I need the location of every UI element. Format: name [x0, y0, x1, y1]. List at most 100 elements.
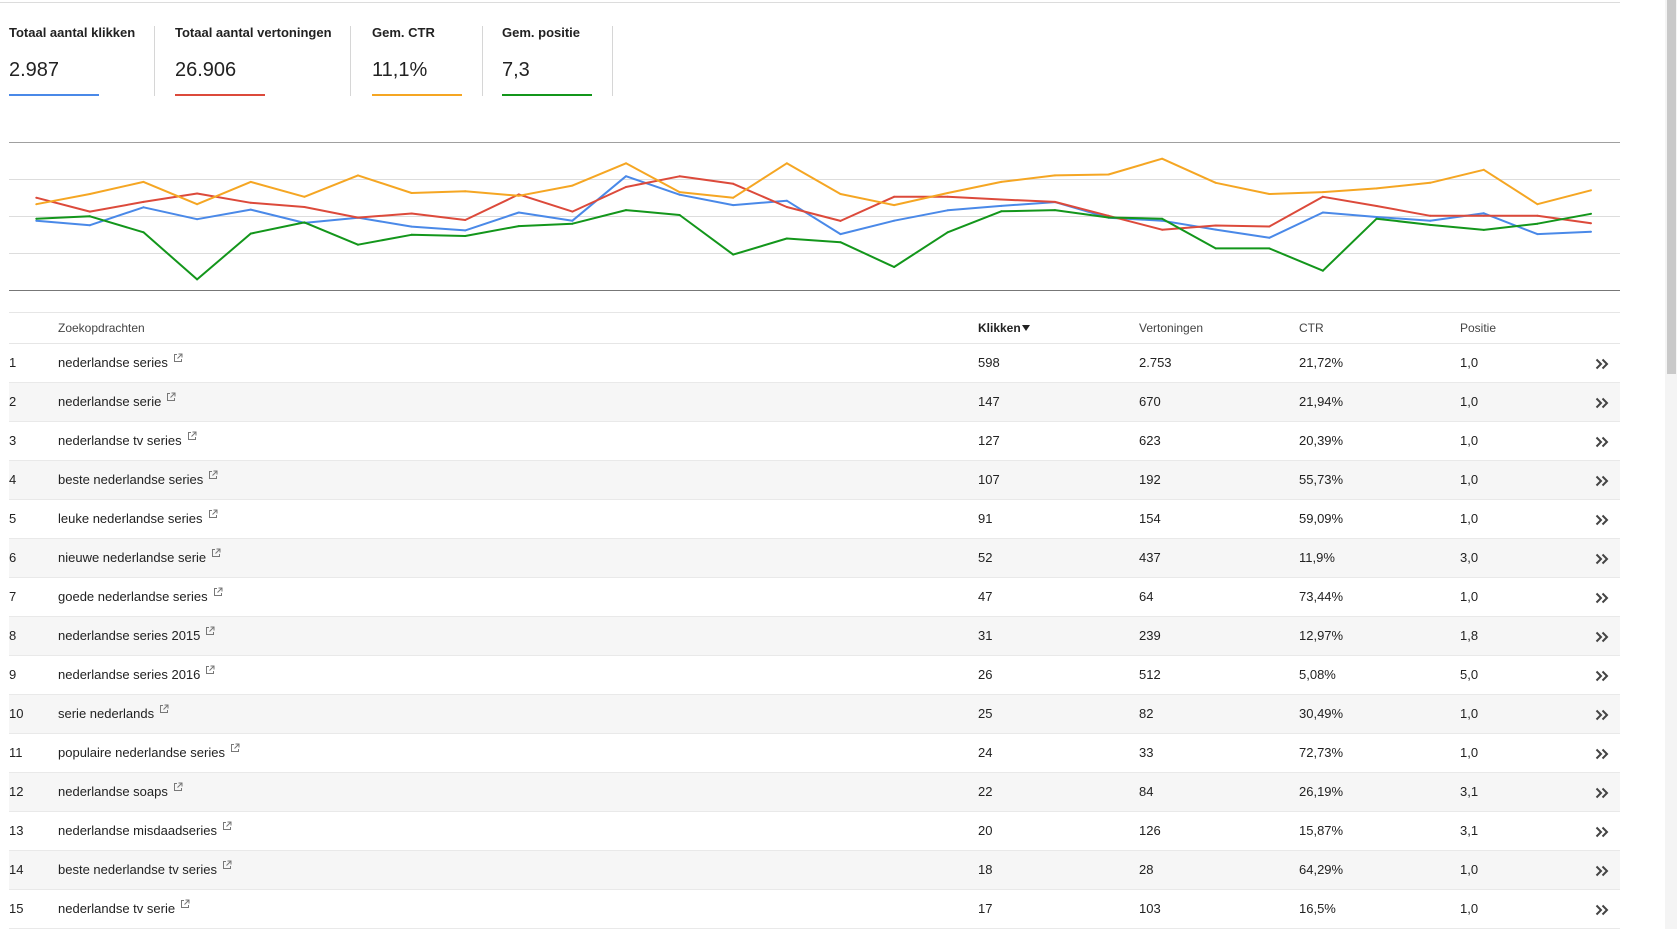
- metric-value: 26.906: [175, 59, 237, 81]
- table-row[interactable]: 7 goede nederlandse series 47 64 73,44% …: [9, 578, 1620, 617]
- external-link-icon[interactable]: [222, 821, 232, 831]
- column-header-ctr[interactable]: CTR: [1299, 321, 1324, 335]
- external-link-icon[interactable]: [187, 431, 197, 441]
- table-row[interactable]: 2 nederlandse serie 147 670 21,94% 1,0: [9, 383, 1620, 422]
- table-row[interactable]: 5 leuke nederlandse series 91 154 59,09%…: [9, 500, 1620, 539]
- double-chevron-right-icon[interactable]: [1595, 748, 1609, 760]
- impressions-point: [678, 175, 681, 178]
- query-text[interactable]: nederlandse tv series: [58, 433, 182, 448]
- external-link-icon[interactable]: [173, 353, 183, 363]
- external-link-icon[interactable]: [205, 665, 215, 675]
- metric-card-clicks[interactable]: Totaal aantal klikken 2.987: [9, 0, 149, 100]
- metric-divider: [350, 26, 351, 96]
- external-link-icon[interactable]: [159, 704, 169, 714]
- double-chevron-right-icon[interactable]: [1595, 514, 1609, 526]
- table-row[interactable]: 15 nederlandse tv serie 17 103 16,5% 1,0: [9, 890, 1620, 929]
- impressions-cell: 103: [1139, 901, 1161, 916]
- metric-card-ctr[interactable]: Gem. CTR 11,1%: [372, 0, 477, 100]
- column-header-query[interactable]: Zoekopdrachten: [58, 321, 145, 335]
- metric-card-impressions[interactable]: Totaal aantal vertoningen 26.906: [175, 0, 345, 100]
- ctr-cell: 59,09%: [1299, 511, 1344, 526]
- impressions-point: [946, 195, 949, 198]
- position-point: [678, 214, 681, 216]
- query-cell: nederlandse tv series: [58, 422, 197, 460]
- clicks-point: [1000, 204, 1003, 207]
- table-row[interactable]: 9 nederlandse series 2016 26 512 5,08% 5…: [9, 656, 1620, 695]
- clicks-point: [1161, 219, 1164, 222]
- impressions-cell: 82: [1139, 706, 1154, 721]
- impressions-point: [464, 219, 467, 221]
- double-chevron-right-icon[interactable]: [1595, 787, 1609, 799]
- table-row[interactable]: 1 nederlandse series 598 2.753 21,72% 1,…: [9, 344, 1620, 383]
- double-chevron-right-icon[interactable]: [1595, 397, 1609, 409]
- double-chevron-right-icon[interactable]: [1595, 436, 1609, 448]
- query-text[interactable]: nederlandse serie: [58, 394, 162, 409]
- double-chevron-right-icon[interactable]: [1595, 826, 1609, 838]
- position-point: [249, 232, 252, 235]
- table-row[interactable]: 3 nederlandse tv series 127 623 20,39% 1…: [9, 422, 1620, 461]
- table-row[interactable]: 11 populaire nederlandse series 24 33 72…: [9, 734, 1620, 773]
- query-text[interactable]: nederlandse tv serie: [58, 901, 176, 916]
- double-chevron-right-icon[interactable]: [1595, 553, 1609, 565]
- external-link-icon[interactable]: [180, 899, 190, 909]
- position-cell: 5,0: [1460, 667, 1479, 682]
- metric-card-position[interactable]: Gem. positie 7,3: [502, 0, 607, 100]
- ctr-point: [142, 180, 145, 183]
- clicks-cell: 25: [978, 706, 993, 721]
- position-point: [1000, 210, 1003, 213]
- query-text[interactable]: populaire nederlandse series: [58, 745, 225, 760]
- position-point: [1107, 216, 1110, 219]
- double-chevron-right-icon[interactable]: [1595, 904, 1609, 916]
- column-header-clicks[interactable]: Klikken: [978, 313, 1030, 343]
- query-text[interactable]: nieuwe nederlandse serie: [58, 550, 207, 565]
- double-chevron-right-icon[interactable]: [1595, 670, 1609, 682]
- table-row[interactable]: 14 beste nederlandse tv series 18 28 64,…: [9, 851, 1620, 890]
- query-text[interactable]: leuke nederlandse series: [58, 511, 203, 526]
- table-row[interactable]: 13 nederlandse misdaadseries 20 126 15,8…: [9, 812, 1620, 851]
- query-text[interactable]: nederlandse series: [58, 355, 168, 370]
- column-header-position[interactable]: Positie: [1460, 321, 1497, 335]
- impressions-point: [1214, 224, 1217, 227]
- table-row[interactable]: 6 nieuwe nederlandse serie 52 437 11,9% …: [9, 539, 1620, 578]
- double-chevron-right-icon[interactable]: [1595, 865, 1609, 877]
- external-link-icon[interactable]: [173, 782, 183, 792]
- external-link-icon[interactable]: [166, 392, 176, 402]
- scrollbar-thumb[interactable]: [1667, 0, 1676, 374]
- query-text[interactable]: nederlandse soaps: [58, 784, 168, 799]
- query-text[interactable]: serie nederlands: [58, 706, 155, 721]
- double-chevron-right-icon[interactable]: [1595, 631, 1609, 643]
- table-row[interactable]: 12 nederlandse soaps 22 84 26,19% 3,1: [9, 773, 1620, 812]
- table-row[interactable]: 4 beste nederlandse series 107 192 55,73…: [9, 461, 1620, 500]
- row-rank: 8: [9, 628, 17, 643]
- external-link-icon[interactable]: [208, 470, 218, 480]
- external-link-icon[interactable]: [208, 509, 218, 519]
- double-chevron-right-icon[interactable]: [1595, 475, 1609, 487]
- column-header-impressions[interactable]: Vertoningen: [1139, 321, 1204, 335]
- table-row[interactable]: 8 nederlandse series 2015 31 239 12,97% …: [9, 617, 1620, 656]
- double-chevron-right-icon[interactable]: [1595, 592, 1609, 604]
- query-text[interactable]: beste nederlandse tv series: [58, 862, 217, 877]
- external-link-icon[interactable]: [205, 626, 215, 636]
- query-text[interactable]: nederlandse misdaadseries: [58, 823, 217, 838]
- external-link-icon[interactable]: [222, 860, 232, 870]
- double-chevron-right-icon[interactable]: [1595, 709, 1609, 721]
- query-text[interactable]: nederlandse series 2016: [58, 667, 201, 682]
- position-point: [35, 217, 38, 220]
- query-text[interactable]: nederlandse series 2015: [58, 628, 201, 643]
- impressions-point: [1482, 214, 1485, 217]
- position-point: [1321, 269, 1324, 272]
- row-rank: 13: [9, 823, 24, 838]
- external-link-icon[interactable]: [213, 587, 223, 597]
- double-chevron-right-icon[interactable]: [1595, 358, 1609, 370]
- external-link-icon[interactable]: [211, 548, 221, 558]
- clicks-point: [1321, 211, 1324, 214]
- position-point: [1429, 223, 1432, 226]
- query-text[interactable]: beste nederlandse series: [58, 472, 204, 487]
- query-text[interactable]: goede nederlandse series: [58, 589, 208, 604]
- impressions-point: [249, 201, 252, 204]
- external-link-icon[interactable]: [230, 743, 240, 753]
- impressions-point: [1321, 195, 1324, 198]
- table-row[interactable]: 10 serie nederlands 25 82 30,49% 1,0: [9, 695, 1620, 734]
- row-rank: 15: [9, 901, 24, 916]
- impressions-cell: 154: [1139, 511, 1161, 526]
